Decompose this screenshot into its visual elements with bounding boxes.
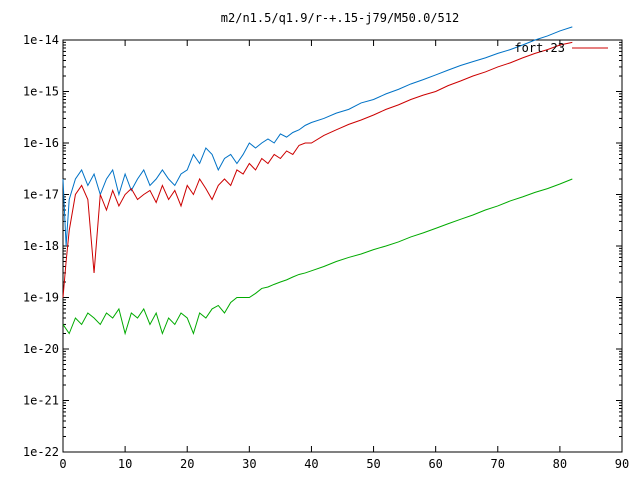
y-tick-label: 1e-14 [23,33,59,47]
series-line-2 [62,41,573,298]
x-tick-label: 30 [242,457,256,471]
series-line-1 [62,26,573,247]
series-group [62,26,573,336]
x-tick-label: 20 [180,457,194,471]
y-tick-label: 1e-22 [23,445,59,459]
x-tick-label: 10 [118,457,132,471]
x-tick-label: 40 [304,457,318,471]
series-line-3 [62,178,573,336]
x-tick-label: 60 [428,457,442,471]
x-tick-label: 0 [59,457,66,471]
x-tick-label: 70 [491,457,505,471]
chart-title: m2/n1.5/q1.9/r-+.15-j79/M50.0/512 [221,11,459,25]
legend: fort.23 [514,41,608,55]
y-tick-label: 1e-19 [23,291,59,305]
y-tick-label: 1e-15 [23,85,59,99]
y-tick-label: 1e-16 [23,136,59,150]
y-tick-label: 1e-20 [23,342,59,356]
x-tick-label: 50 [366,457,380,471]
legend-label-fort-23: fort.23 [514,41,565,55]
plot-frame [62,39,623,453]
y-tick-label: 1e-17 [23,188,59,202]
x-tick-label: 80 [553,457,567,471]
x-tick-label: 90 [615,457,629,471]
axis-ticks: 0 10 20 30 40 50 60 70 80 90 1e-22 1e-21 1e-20 1e-19 1… [23,33,629,471]
y-tick-label: 1e-21 [23,394,59,408]
y-tick-label: 1e-18 [23,239,59,253]
